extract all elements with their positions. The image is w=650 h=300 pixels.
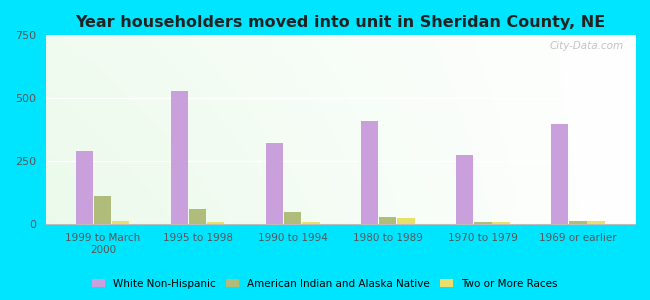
Bar bbox=[456, 154, 473, 224]
Legend: White Non-Hispanic, American Indian and Alaska Native, Two or More Races: White Non-Hispanic, American Indian and … bbox=[89, 275, 561, 292]
Text: City-Data.com: City-Data.com bbox=[549, 41, 623, 51]
Bar bbox=[189, 208, 207, 224]
Bar bbox=[112, 221, 129, 224]
Bar bbox=[266, 143, 283, 224]
Bar bbox=[569, 221, 586, 224]
Bar bbox=[94, 196, 111, 224]
Bar bbox=[397, 218, 415, 224]
Bar bbox=[284, 212, 302, 224]
Bar bbox=[380, 217, 396, 224]
Bar bbox=[361, 121, 378, 224]
Bar bbox=[474, 222, 491, 224]
Bar bbox=[76, 151, 94, 224]
Bar bbox=[493, 222, 510, 224]
Bar bbox=[302, 222, 320, 224]
Title: Year householders moved into unit in Sheridan County, NE: Year householders moved into unit in She… bbox=[75, 15, 606, 30]
Bar bbox=[551, 124, 569, 224]
Bar bbox=[172, 91, 188, 224]
Bar bbox=[207, 222, 224, 224]
Bar bbox=[588, 221, 604, 224]
